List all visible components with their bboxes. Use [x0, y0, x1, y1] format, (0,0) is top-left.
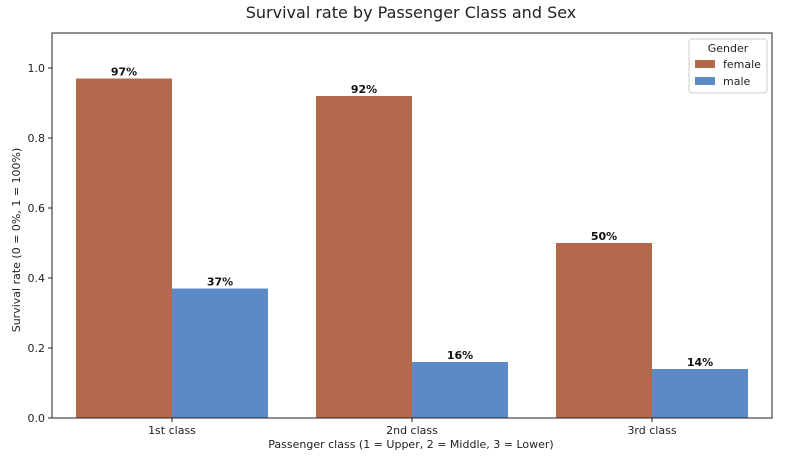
bar-female-2: [316, 96, 412, 418]
bar-male-3: [652, 369, 748, 418]
data-label-female-3: 50%: [591, 230, 617, 243]
data-label-male-1: 37%: [207, 276, 233, 289]
legend-title: Gender: [708, 42, 749, 55]
x-tick-label: 1st class: [148, 424, 196, 437]
x-tick-label: 3rd class: [627, 424, 676, 437]
legend-label-male: male: [723, 75, 751, 88]
bar-male-1: [172, 288, 268, 418]
legend-swatch-female: [695, 60, 715, 68]
y-tick-label: 0.6: [28, 202, 46, 215]
y-tick-label: 1.0: [28, 62, 46, 75]
data-label-male-2: 16%: [447, 349, 473, 362]
y-axis-label: Survival rate (0 = 0%, 1 = 100%): [10, 148, 23, 333]
legend: Gender female male: [688, 38, 768, 94]
data-label-male-3: 14%: [687, 356, 713, 369]
plot-area: 97% 92% 50% 37% 16% 14% 0.0 0.2 0.4 0.6 0.8 1.0 1st …: [28, 32, 773, 437]
y-tick-label: 0.2: [28, 342, 46, 355]
legend-swatch-male: [695, 77, 715, 85]
legend-label-female: female: [723, 58, 761, 71]
y-tick-label: 0.8: [28, 132, 46, 145]
chart-title: Survival rate by Passenger Class and Sex: [246, 3, 577, 22]
bar-female-1: [76, 78, 172, 418]
bar-female-3: [556, 243, 652, 418]
x-axis-label: Passenger class (1 = Upper, 2 = Middle, …: [268, 438, 553, 451]
data-label-female-2: 92%: [351, 83, 377, 96]
y-tick-label: 0.4: [28, 272, 46, 285]
bar-male-2: [412, 362, 508, 418]
y-tick-label: 0.0: [28, 412, 46, 425]
x-tick-label: 2nd class: [386, 424, 438, 437]
data-label-female-1: 97%: [111, 66, 137, 79]
